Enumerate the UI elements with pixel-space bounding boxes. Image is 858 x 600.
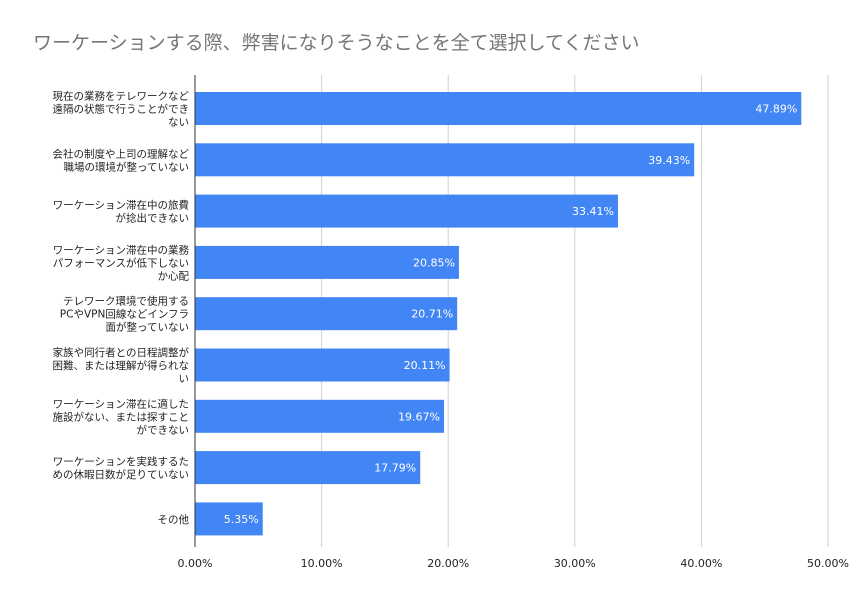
category-label: その他 (158, 513, 190, 526)
data-label: 5.35% (224, 513, 259, 526)
data-label: 19.67% (398, 410, 440, 423)
category-label: ワーケーション滞在中の業務パフォーマンスが低下しないか心配 (53, 243, 190, 282)
x-tick-label: 30.00% (554, 557, 596, 570)
bar (195, 92, 802, 125)
category-label-line: い (179, 373, 190, 385)
data-label: 20.71% (411, 308, 453, 321)
data-label: 17.79% (374, 462, 416, 475)
category-label-line: ができない (137, 423, 190, 436)
bar (195, 245, 459, 279)
bars: 47.89% 39.43% 33.41% 20.85% 20.71% 20.11% 19.6… (195, 92, 802, 536)
x-tick-label: 50.00% (807, 557, 849, 570)
bar (195, 143, 695, 177)
category-label-line: 面が整っていない (106, 321, 189, 334)
category-label-line: が捻出できない (116, 212, 190, 225)
category-labels: 現在の業務をテレワークなど遠隔の状態で行うことができない会社の制度や上司の理解な… (53, 90, 190, 526)
x-tick-labels: 0.00% 10.00% 20.00% 30.00% 40.00% 50.00% (178, 557, 849, 570)
x-tick-label: 40.00% (680, 557, 722, 570)
category-label-line: ワーケーション滞在に適した (53, 397, 189, 410)
category-label-line: 会社の制度や上司の理解など (53, 147, 190, 160)
category-label-line: テレワーク環境で使用する (63, 295, 189, 308)
bar (195, 502, 263, 536)
category-label-line: 職場の環境が整っていない (64, 160, 189, 173)
chart-title: ワーケーションする際、弊害になりそうなことを全て選択してください (33, 32, 639, 54)
category-label: テレワーク環境で使用する PCやVPN回線などインフラ面が整っていない (60, 295, 189, 334)
category-label: ワーケーション滞在中の旅費が捻出できない (53, 199, 189, 225)
category-label: 家族や同行者との日程調整が困難、または理解が得られない (53, 346, 190, 385)
data-label: 20.85% (413, 256, 455, 269)
category-label-line: パフォーマンスが低下しない (53, 256, 189, 269)
bar (195, 348, 450, 382)
data-label: 33.41% (572, 205, 614, 218)
x-tick-label: 0.00% (178, 557, 213, 570)
category-label-line: その他 (158, 513, 190, 526)
category-label-line: 遠隔の状態で行うことができ (53, 103, 190, 116)
data-label: 39.43% (648, 154, 690, 167)
category-label-line: ない (168, 117, 189, 129)
bar (195, 399, 445, 433)
category-label-line: か心配 (158, 270, 190, 282)
category-label-line: 家族や同行者との日程調整が (53, 346, 190, 359)
category-label: ワーケーション滞在に適した施設がない、または探すことができない (53, 397, 190, 436)
category-label: 現在の業務をテレワークなど遠隔の状態で行うことができない (53, 90, 190, 129)
x-tick-label: 20.00% (427, 557, 469, 570)
category-label-line: 現在の業務をテレワークなど (53, 90, 190, 103)
bar (195, 297, 458, 331)
data-label: 47.89% (755, 103, 797, 116)
x-tick-label: 10.00% (301, 557, 343, 570)
category-label-line: ワーケーションを実践するた (53, 455, 189, 468)
category-label-line: めの休暇日数が足りていない (53, 468, 190, 481)
category-label: ワーケーションを実践するための休暇日数が足りていない (53, 455, 190, 481)
category-label-line: 施設がない、または探すこと (53, 410, 190, 423)
bar (195, 194, 618, 228)
data-label: 20.11% (404, 359, 446, 372)
bar (195, 451, 421, 485)
category-label: 会社の制度や上司の理解など職場の環境が整っていない (53, 147, 190, 173)
category-label-line: 困難、または理解が得られな (53, 359, 190, 372)
category-label-line: ワーケーション滞在中の旅費 (53, 199, 189, 212)
category-label-line: PCやVPN回線などインフラ (60, 308, 189, 321)
category-label-line: ワーケーション滞在中の業務 (53, 243, 190, 256)
